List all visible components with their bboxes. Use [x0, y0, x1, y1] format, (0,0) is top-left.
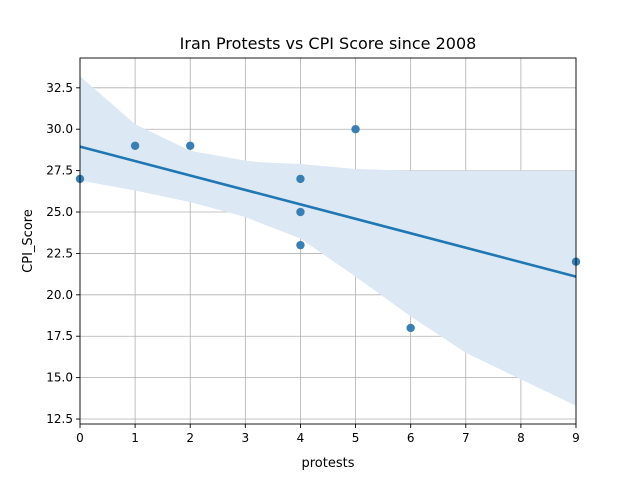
y-tick-label: 15.0 — [46, 371, 73, 385]
y-tick-label: 32.5 — [46, 81, 73, 95]
x-tick-label: 6 — [407, 431, 415, 445]
data-points — [75, 125, 581, 333]
x-tick-label: 2 — [186, 431, 194, 445]
data-point — [130, 141, 140, 150]
regression-line — [79, 145, 577, 278]
x-tick-label: 1 — [131, 431, 139, 445]
x-axis-ticks: 0 1 2 3 4 5 6 7 8 9 — [76, 424, 580, 445]
confidence-band — [80, 76, 576, 406]
data-point — [186, 141, 195, 150]
x-tick-label: 0 — [76, 431, 84, 445]
data-point — [296, 207, 305, 217]
y-tick-label: 27.5 — [46, 164, 73, 178]
x-tick-label: 5 — [352, 431, 360, 445]
x-tick-label: 3 — [242, 431, 250, 445]
data-point — [296, 174, 305, 184]
y-axis-ticks: 12.5 15.0 17.5 20.0 22.5 25.0 27.5 30.0 32.5 — [46, 81, 80, 426]
y-tick-label: 17.5 — [46, 329, 73, 343]
x-tick-label: 8 — [517, 431, 525, 445]
data-point — [406, 323, 415, 333]
data-point — [351, 125, 360, 134]
x-tick-label: 9 — [572, 431, 580, 445]
y-tick-label: 30.0 — [46, 122, 73, 136]
chart-title: Iran Protests vs CPI Score since 2008 — [180, 34, 477, 53]
y-tick-label: 20.0 — [46, 288, 73, 302]
x-tick-label: 4 — [297, 431, 305, 445]
x-tick-label: 7 — [462, 431, 470, 445]
data-point — [296, 240, 305, 250]
y-tick-label: 12.5 — [46, 412, 73, 426]
y-tick-label: 25.0 — [46, 205, 73, 219]
plot-frame — [79, 57, 577, 425]
y-axis-label: CPI_Score — [21, 209, 36, 273]
x-axis-label: protests — [301, 456, 354, 471]
y-tick-label: 22.5 — [46, 246, 73, 260]
